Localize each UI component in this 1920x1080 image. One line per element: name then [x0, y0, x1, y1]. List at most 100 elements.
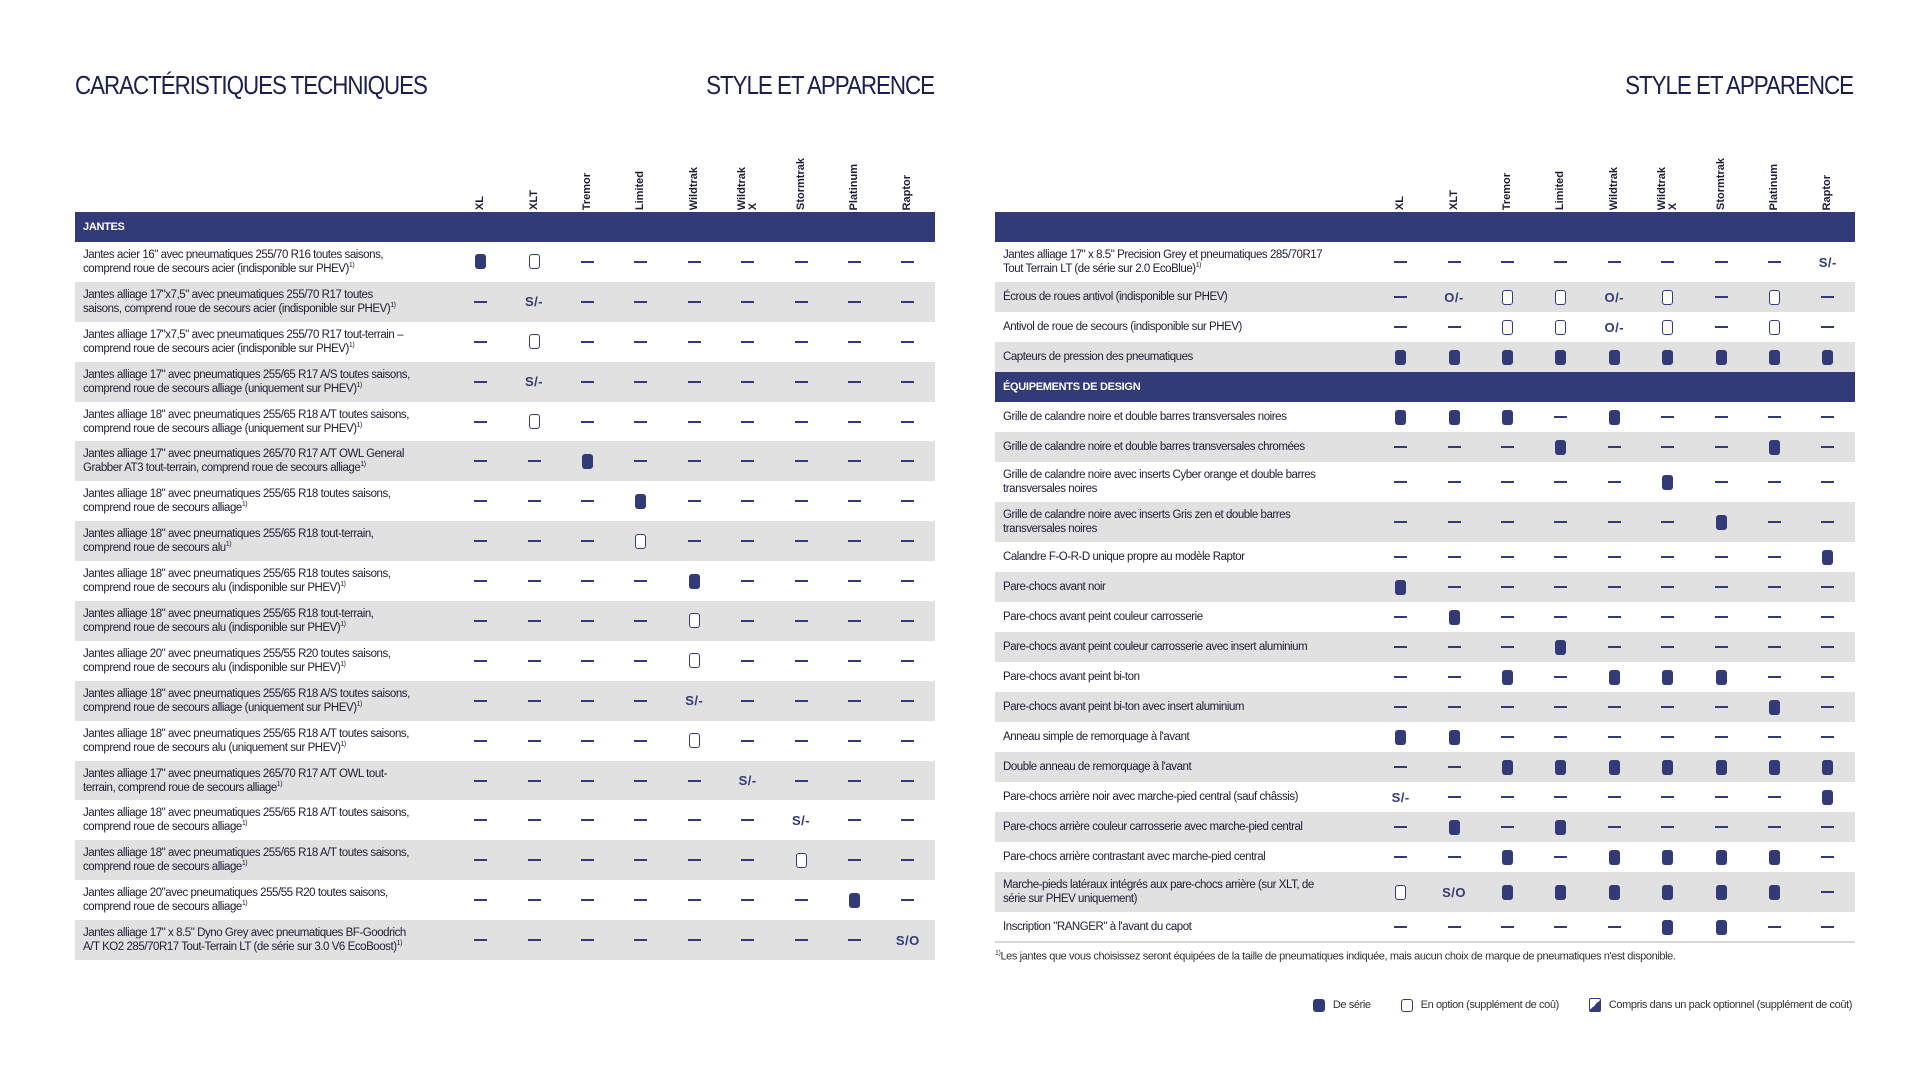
standard-filled-icon	[475, 254, 487, 270]
cell-limited	[614, 893, 667, 908]
cell-wildtrak-x	[721, 494, 774, 509]
row-label-text: Jantes alliage 18" avec pneumatiques 255…	[83, 847, 409, 874]
not-available-dash-icon	[901, 779, 915, 782]
row-cells	[1374, 579, 1855, 595]
option-outline-icon	[1555, 289, 1567, 305]
not-available-dash-icon	[1714, 706, 1728, 708]
cell-platinum	[1748, 349, 1801, 365]
cell-xlt	[1427, 729, 1480, 745]
not-available-dash-icon	[634, 819, 648, 822]
cell-wildtrak	[668, 494, 721, 509]
row-cells	[454, 334, 935, 350]
cell-xl	[1374, 515, 1427, 530]
cell-xl	[454, 574, 507, 589]
row-label-text: Jantes alliage 17" avec pneumatiques 255…	[83, 368, 410, 395]
cell-xlt	[507, 893, 560, 908]
not-available-dash-icon	[1500, 446, 1514, 448]
row-label-text: Pare-chocs avant peint bi-ton avec inser…	[1003, 701, 1245, 713]
not-available-dash-icon	[1767, 416, 1781, 418]
standard-filled-icon	[1501, 759, 1513, 775]
row-label: Jantes alliage 17" x 8.5" Dyno Grey avec…	[75, 926, 454, 954]
option-outline-icon	[1768, 289, 1780, 305]
row-label-text: Grille de calandre noire avec inserts Cy…	[1003, 469, 1316, 495]
not-available-dash-icon	[634, 939, 648, 942]
column-headers: XL XLT Tremor Limited Wildtrak Wildtrak X Stor…	[75, 140, 935, 212]
legend-label: De série	[1332, 999, 1371, 1011]
not-available-dash-icon	[1394, 856, 1408, 858]
table-row: Pare-chocs arrière contrastant avec marc…	[995, 842, 1855, 872]
cell-tremor	[1481, 884, 1534, 900]
not-available-dash-icon	[1714, 616, 1728, 618]
row-label: Anneau simple de remorquage à l'avant	[995, 730, 1374, 744]
cell-xlt	[1427, 409, 1480, 425]
cell-stormtrak	[774, 893, 827, 908]
cell-raptor	[881, 334, 934, 349]
column-header-tremor: Tremor	[1481, 173, 1534, 210]
cell-tremor	[1481, 255, 1534, 270]
column-header-platinum: Platinum	[828, 164, 881, 210]
cell-raptor	[881, 813, 934, 828]
not-available-dash-icon	[847, 699, 861, 702]
column-header-label: XLT	[527, 190, 540, 210]
column-header-label: Stormtrak	[1714, 158, 1727, 210]
column-header-wildtrak: Wildtrak	[1588, 167, 1641, 210]
footnote-marker: 1)	[225, 541, 232, 549]
not-available-dash-icon	[1394, 481, 1408, 483]
not-available-dash-icon	[1607, 586, 1621, 588]
combined-availability-mark: O/-	[1604, 319, 1625, 335]
row-label-text: Calandre F-O-R-D unique propre au modèle…	[1003, 551, 1245, 563]
not-available-dash-icon	[1500, 926, 1514, 928]
not-available-dash-icon	[1607, 446, 1621, 448]
not-available-dash-icon	[1767, 586, 1781, 588]
standard-filled-icon	[1555, 639, 1567, 655]
row-label: Pare-chocs avant peint couleur carrosser…	[995, 640, 1374, 654]
not-available-dash-icon	[580, 300, 594, 303]
not-available-dash-icon	[1447, 481, 1461, 483]
cell-limited	[1534, 349, 1587, 365]
not-available-dash-icon	[1661, 521, 1675, 523]
row-label: Capteurs de pression des pneumatiques	[995, 350, 1374, 364]
cell-limited	[1534, 819, 1587, 835]
cell-platinum	[828, 693, 881, 708]
row-label-text: Pare-chocs arrière contrastant avec marc…	[1003, 851, 1266, 863]
cell-raptor	[1801, 730, 1854, 745]
cell-platinum	[828, 294, 881, 309]
not-available-dash-icon	[794, 739, 808, 742]
not-available-dash-icon	[741, 819, 755, 822]
row-label: Jantes alliage 17" avec pneumatiques 255…	[75, 368, 454, 396]
column-header-raptor: Raptor	[1801, 175, 1854, 210]
row-label-text: Jantes alliage 18" avec pneumatiques 255…	[83, 727, 409, 754]
table-row: Grille de calandre noire et double barre…	[995, 402, 1855, 432]
not-available-dash-icon	[1554, 556, 1568, 558]
cell-xlt	[1427, 349, 1480, 365]
table-row: Jantes alliage 17" x 8.5" Precision Grey…	[995, 242, 1855, 282]
standard-filled-icon	[1662, 349, 1674, 365]
not-available-dash-icon	[741, 699, 755, 702]
cell-xl	[454, 254, 507, 270]
not-available-dash-icon	[794, 779, 808, 782]
footnote-marker: 1)	[348, 341, 355, 349]
cell-xlt	[1427, 475, 1480, 490]
not-available-dash-icon	[741, 619, 755, 622]
cell-platinum	[1748, 849, 1801, 865]
not-available-dash-icon	[687, 460, 701, 463]
cell-platinum	[828, 892, 881, 908]
not-available-dash-icon	[474, 939, 488, 942]
column-header-label: Limited	[1554, 170, 1567, 210]
column-header-label: Tremor	[1500, 172, 1513, 210]
cell-wildtrak	[1588, 255, 1641, 270]
not-available-dash-icon	[1661, 261, 1675, 263]
cell-wildtrak	[1588, 409, 1641, 425]
option-outline-icon	[688, 653, 700, 669]
cell-xl	[1374, 670, 1427, 685]
not-available-dash-icon	[794, 300, 808, 303]
not-available-dash-icon	[1554, 586, 1568, 588]
row-cells	[454, 573, 935, 589]
cell-limited	[1534, 759, 1587, 775]
cell-platinum	[1748, 439, 1801, 455]
cell-raptor	[1801, 670, 1854, 685]
cell-stormtrak	[774, 773, 827, 788]
cell-limited	[614, 334, 667, 349]
cell-xlt	[1427, 609, 1480, 625]
not-available-dash-icon	[1714, 826, 1728, 828]
